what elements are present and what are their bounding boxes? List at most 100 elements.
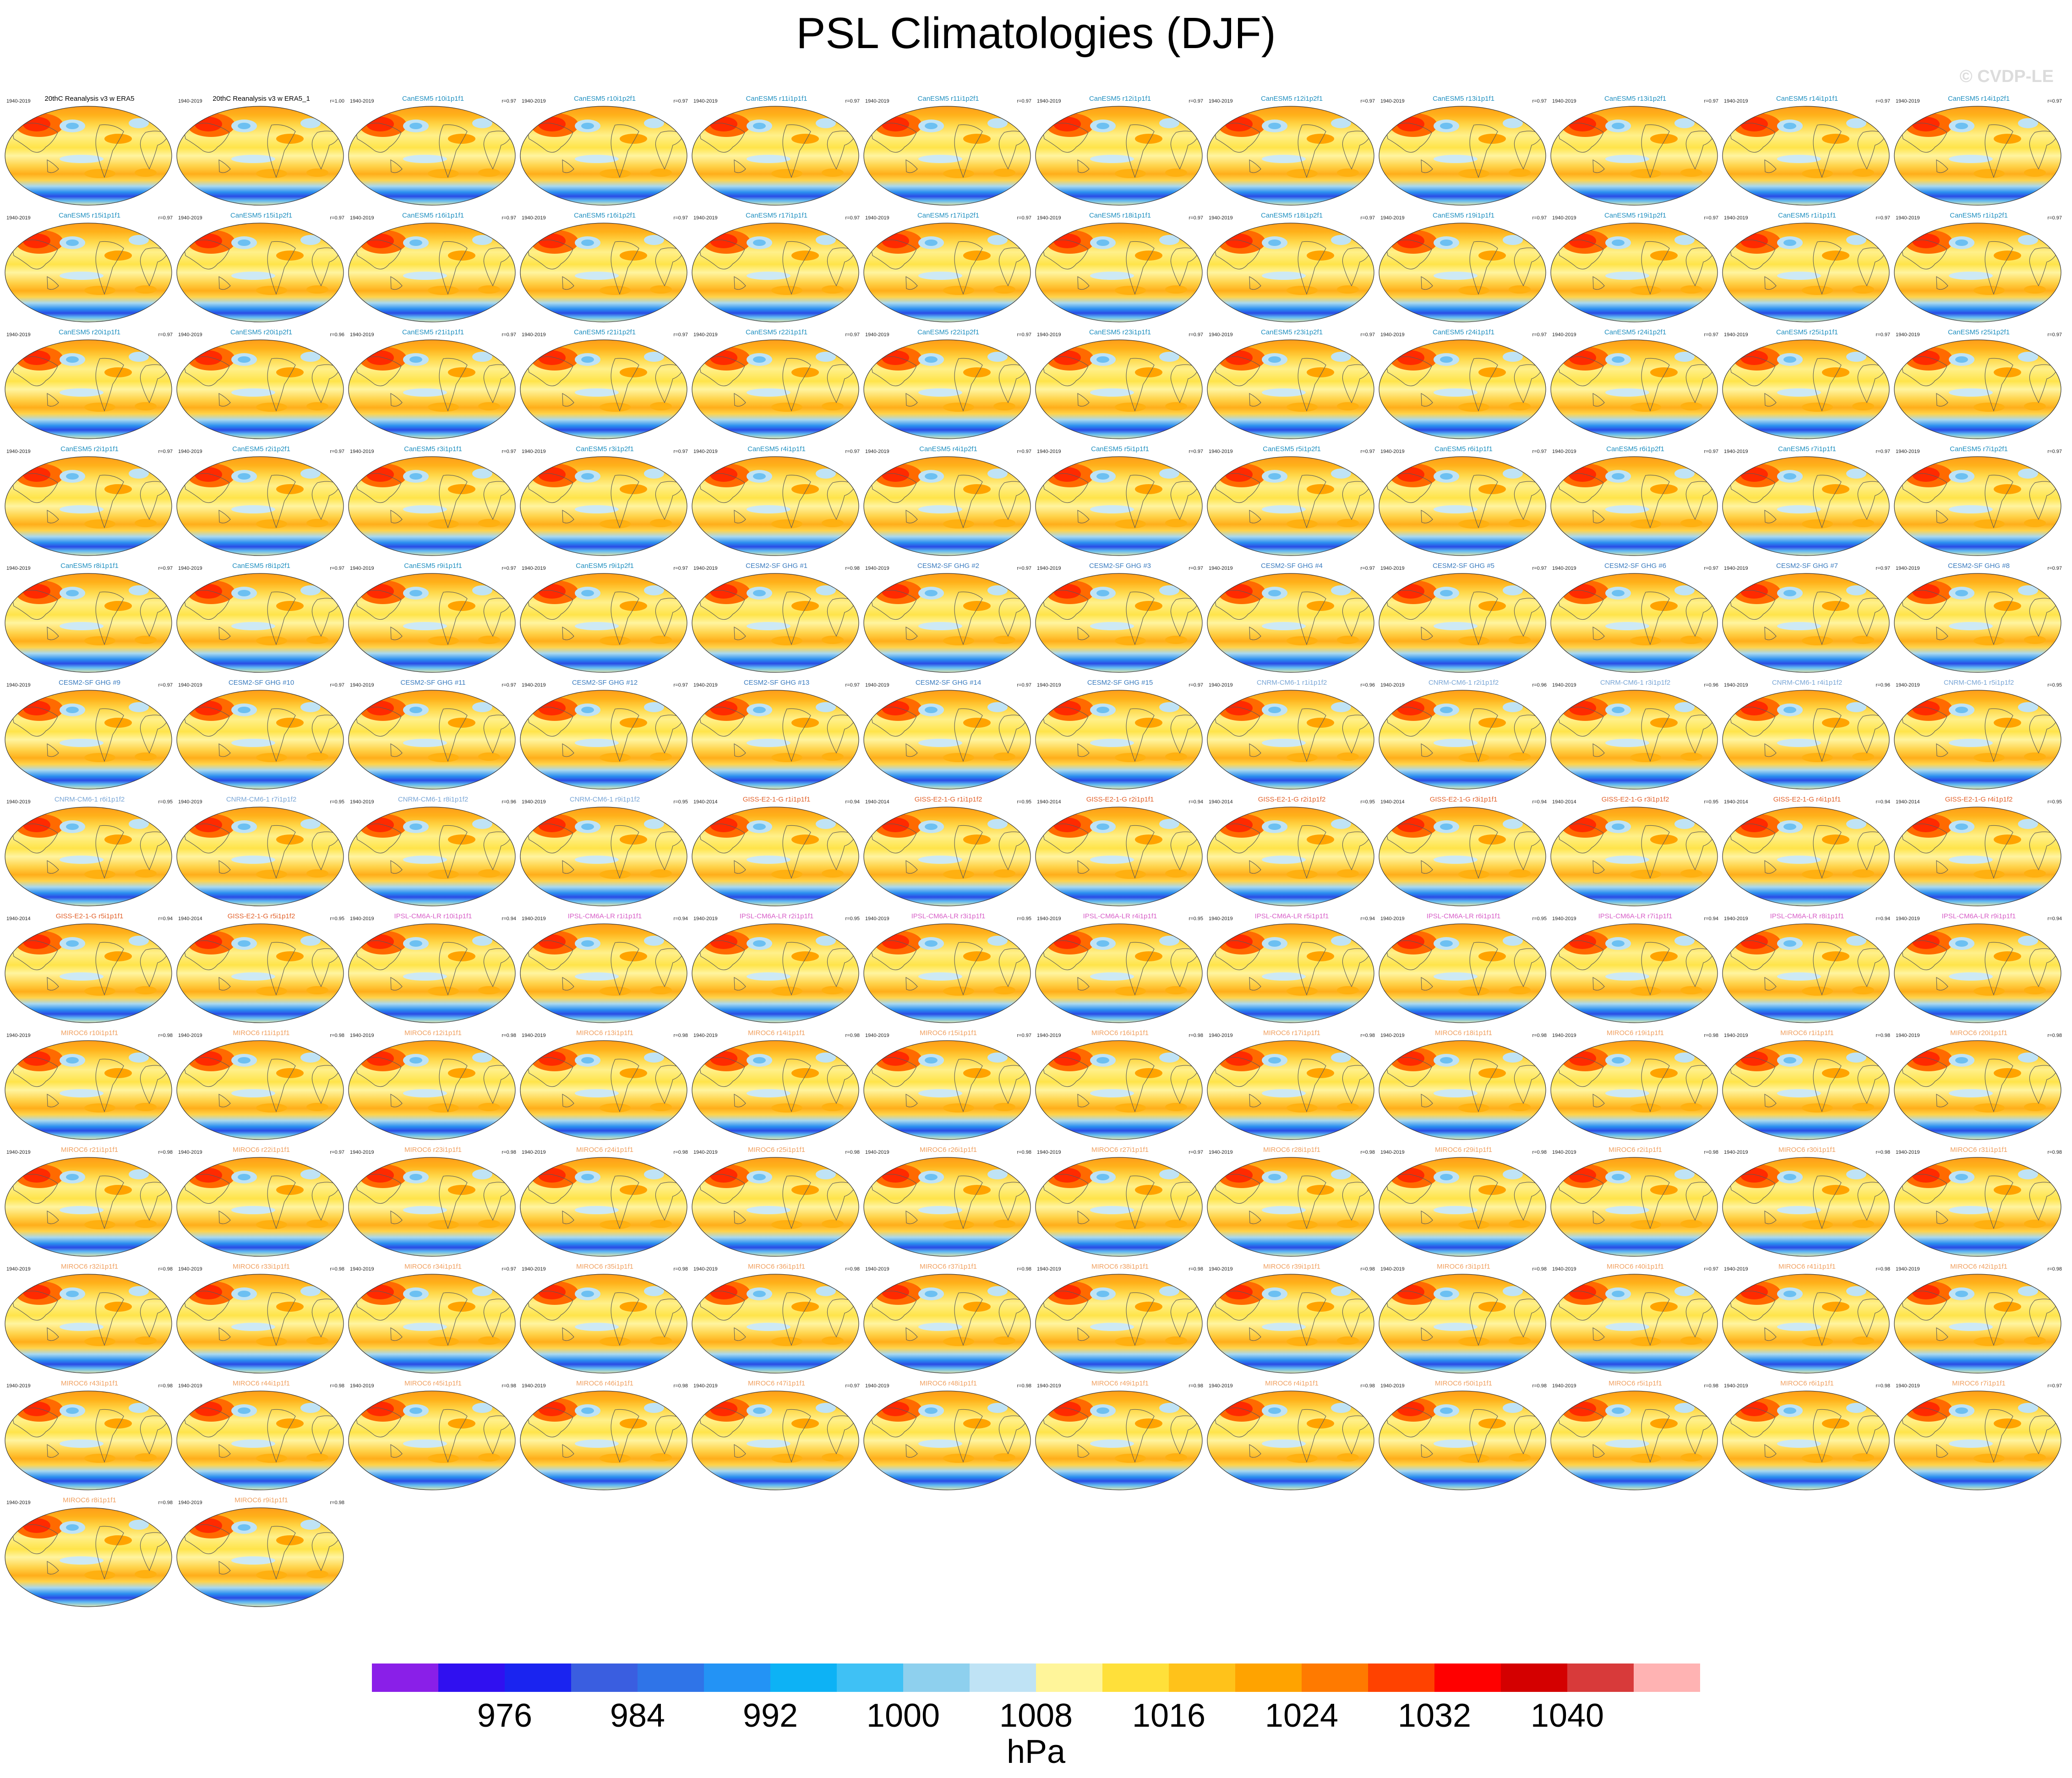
- colorbar-swatch: [704, 1663, 770, 1692]
- panel-period: 1940-2019: [1037, 449, 1061, 454]
- panel-title: CanESM5 r14i1p1f1: [1776, 95, 1838, 103]
- map-panel: 1940-2019 MIROC6 r25i1p1f1 r=0.98: [691, 1146, 862, 1258]
- map-panel: 1940-2019 MIROC6 r41i1p1f1 r=0.98: [1721, 1263, 1893, 1375]
- panel-title: MIROC6 r10i1p1f1: [60, 1029, 119, 1037]
- map-panel: 1940-2019 CNRM-CM6-1 r2i1p1f2 r=0.96: [1378, 679, 1549, 791]
- panel-period: 1940-2019: [1896, 1033, 1920, 1038]
- panel-title: CanESM5 r20i1p2f1: [230, 328, 293, 336]
- panel-title: MIROC6 r41i1p1f1: [1778, 1263, 1836, 1271]
- map-plot: [520, 1391, 687, 1490]
- map-plot: [5, 1507, 172, 1607]
- map-panel: 1940-2019 MIROC6 r19i1p1f1 r=0.98: [1549, 1029, 1721, 1141]
- panel-title: CanESM5 r3i1p2f1: [576, 445, 634, 453]
- panel-pattern-correlation: r=0.98: [1704, 1033, 1719, 1038]
- map-panel: 1940-2019 IPSL-CM6A-LR r5i1p1f1 r=0.94: [1206, 912, 1378, 1025]
- map-plot: [176, 1040, 344, 1140]
- map-plot: [1550, 573, 1718, 673]
- map-plot: [1722, 339, 1890, 439]
- map-panel: 1940-2019 MIROC6 r23i1p1f1 r=0.98: [347, 1146, 519, 1258]
- panel-pattern-correlation: r=0.95: [1017, 799, 1032, 805]
- panel-pattern-correlation: r=0.95: [845, 916, 860, 922]
- map-plot: [1550, 923, 1718, 1023]
- map-panel: 1940-2019 MIROC6 r32i1p1f1 r=0.98: [4, 1263, 175, 1375]
- map-plot: [1550, 1157, 1718, 1257]
- panel-pattern-correlation: r=0.98: [158, 1383, 173, 1389]
- panel-pattern-correlation: r=0.96: [1360, 682, 1375, 688]
- panel-period: 1940-2019: [1209, 98, 1233, 104]
- map-plot: [520, 106, 687, 206]
- map-panel: 1940-2019 CanESM5 r17i1p2f1 r=0.97: [862, 212, 1034, 324]
- panel-title: CanESM5 r5i1p2f1: [1263, 445, 1321, 453]
- panel-title: CESM2-SF GHG #1: [745, 562, 808, 570]
- map-plot: [692, 807, 859, 906]
- panel-pattern-correlation: r=0.97: [1189, 682, 1204, 688]
- map-plot: [692, 106, 859, 206]
- map-panel: 1940-2019 CESM2-SF GHG #6 r=0.97: [1549, 562, 1721, 674]
- map-plot: [1722, 1274, 1890, 1374]
- panel-period: 1940-2019: [1209, 1150, 1233, 1155]
- panel-period: 1940-2019: [178, 1383, 202, 1389]
- map-panel: 1940-2019 CanESM5 r12i1p1f1 r=0.97: [1034, 95, 1206, 207]
- map-plot: [1035, 1391, 1203, 1490]
- map-plot: [520, 690, 687, 790]
- map-panel: 1940-2014 GISS-E2-1-G r3i1p1f2 r=0.95: [1549, 796, 1721, 908]
- map-panel: 1940-2019 CESM2-SF GHG #8 r=0.97: [1893, 562, 2065, 674]
- map-panel: 1940-2019 MIROC6 r24i1p1f1 r=0.98: [519, 1146, 691, 1258]
- panel-title: CanESM5 r3i1p1f1: [404, 445, 462, 453]
- colorbar-swatch: [438, 1663, 505, 1692]
- panel-period: 1940-2019: [1724, 916, 1748, 922]
- panel-period: 1940-2019: [1037, 916, 1061, 922]
- panel-title: MIROC6 r19i1p1f1: [1606, 1029, 1664, 1037]
- panel-pattern-correlation: r=0.98: [2047, 1266, 2062, 1272]
- panel-title: CanESM5 r4i1p1f1: [747, 445, 806, 453]
- map-plot: [520, 1040, 687, 1140]
- panel-pattern-correlation: r=0.94: [1189, 799, 1204, 805]
- panel-pattern-correlation: r=0.94: [502, 916, 517, 922]
- panel-title: CanESM5 r12i1p1f1: [1089, 95, 1151, 103]
- panel-pattern-correlation: r=0.97: [673, 682, 688, 688]
- map-plot: [692, 923, 859, 1023]
- panel-title: CESM2-SF GHG #7: [1776, 562, 1838, 570]
- map-plot: [348, 1157, 516, 1257]
- map-panel: 1940-2019 CanESM5 r8i1p2f1 r=0.97: [175, 562, 347, 674]
- map-panel: 1940-2019 MIROC6 r8i1p1f1 r=0.98: [4, 1496, 175, 1609]
- map-plot: [5, 1040, 172, 1140]
- panel-period: 1940-2019: [1037, 1033, 1061, 1038]
- panel-title: CanESM5 r2i1p2f1: [232, 445, 290, 453]
- panel-pattern-correlation: r=0.97: [673, 449, 688, 454]
- panel-title: MIROC6 r9i1p1f1: [234, 1496, 288, 1504]
- map-plot: [692, 339, 859, 439]
- map-plot: [176, 223, 344, 322]
- panel-period: 1940-2019: [178, 799, 202, 805]
- panel-pattern-correlation: r=0.97: [845, 215, 860, 221]
- map-panel: 1940-2019 CanESM5 r2i1p1f1 r=0.97: [4, 445, 175, 557]
- panel-period: 1940-2019: [178, 1500, 202, 1505]
- map-panel: 1940-2019 MIROC6 r50i1p1f1 r=0.98: [1378, 1380, 1549, 1492]
- map-plot: [348, 923, 516, 1023]
- panel-title: CanESM5 r10i1p2f1: [573, 95, 636, 103]
- map-panel: 1940-2019 MIROC6 r7i1p1f1 r=0.97: [1893, 1380, 2065, 1492]
- panel-title: MIROC6 r30i1p1f1: [1778, 1146, 1836, 1154]
- map-panel: 1940-2019 MIROC6 r47i1p1f1 r=0.97: [691, 1380, 862, 1492]
- map-panel: 1940-2019 CanESM5 r5i1p2f1 r=0.97: [1206, 445, 1378, 557]
- map-panel: 1940-2019 IPSL-CM6A-LR r6i1p1f1 r=0.95: [1378, 912, 1549, 1025]
- panel-pattern-correlation: r=0.98: [1189, 1383, 1204, 1389]
- map-panel: 1940-2019 MIROC6 r27i1p1f1 r=0.97: [1034, 1146, 1206, 1258]
- map-panel: 1940-2019 CanESM5 r20i1p2f1 r=0.96: [175, 328, 347, 441]
- colorbar-tick-label: 992: [743, 1697, 798, 1732]
- map-panel: 1940-2019 20thC Reanalysis v3 w ERA5: [4, 95, 175, 207]
- colorbar-swatch: [970, 1663, 1036, 1692]
- map-plot: [1379, 573, 1546, 673]
- colorbar-swatch: [1634, 1663, 1700, 1692]
- map-plot: [692, 223, 859, 322]
- map-plot: [1550, 690, 1718, 790]
- panel-pattern-correlation: r=0.97: [1189, 215, 1204, 221]
- panel-period: 1940-2019: [6, 98, 31, 104]
- panel-period: 1940-2019: [522, 1383, 546, 1389]
- panel-period: 1940-2019: [1037, 98, 1061, 104]
- panel-title: CanESM5 r2i1p1f1: [60, 445, 119, 453]
- panel-period: 1940-2019: [1380, 449, 1405, 454]
- map-panel: 1940-2014 GISS-E2-1-G r2i1p1f2 r=0.95: [1206, 796, 1378, 908]
- panel-pattern-correlation: r=0.98: [502, 1150, 517, 1155]
- map-panel: 1940-2019 CanESM5 r16i1p2f1 r=0.97: [519, 212, 691, 324]
